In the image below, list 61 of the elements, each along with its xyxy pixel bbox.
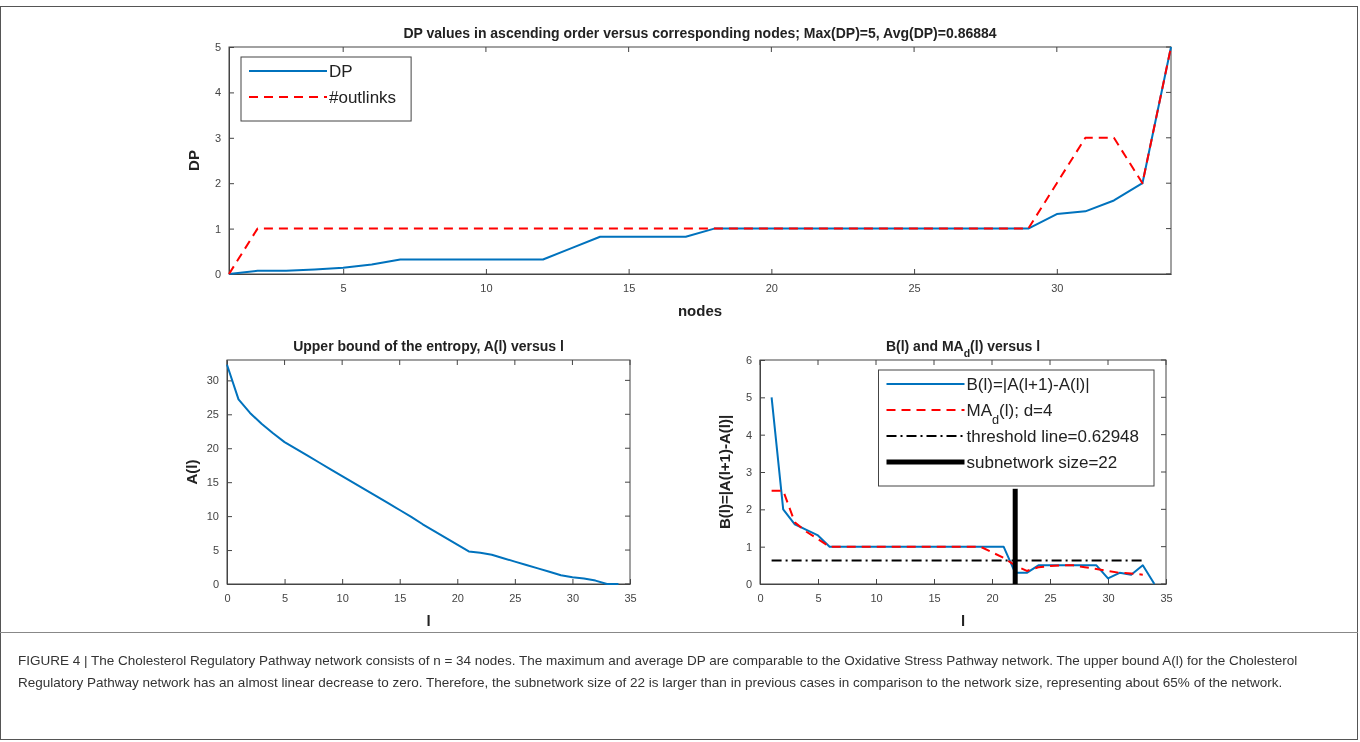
- x-tick-label: 20: [451, 591, 464, 604]
- y-tick-label: 20: [206, 442, 219, 455]
- x-tick-label: 20: [765, 281, 778, 294]
- x-tick-label: 10: [480, 281, 493, 294]
- y-tick-label: 15: [206, 476, 219, 489]
- y-tick-label: 1: [745, 540, 752, 553]
- x-tick-label: 30: [1051, 281, 1064, 294]
- y-tick-label: 3: [214, 131, 221, 144]
- y-tick-label: 6: [745, 354, 752, 367]
- y-tick-label: 5: [214, 41, 221, 54]
- x-tick-label: 5: [815, 591, 822, 604]
- chart-title: Upper bound of the entropy, A(l) versus l: [293, 338, 564, 354]
- caption: FIGURE 4 | The Cholesterol Regulatory Pathway network consists of n = 34 nodes. The maximum and average DP are comparable to the Oxidative Stress Pathway network. The upper bound A(l) for the Cholesterol Regulatory Pathway network has an almost linear decrease to zero. Therefore, the subnetwork size of 22 is larger than in previous cases in comparison to the network size, representing about 65% of the network.: [18, 652, 1299, 692]
- y-axis-title: B(l)=|A(l+1)-A(l)|: [716, 414, 733, 530]
- x-tick-label: 30: [1102, 591, 1115, 604]
- legend-label: #outlinks: [329, 88, 397, 107]
- x-tick-label: 0: [757, 591, 764, 604]
- y-tick-label: 5: [212, 544, 219, 557]
- x-tick-label: 30: [566, 591, 580, 604]
- x-tick-label: 5: [340, 281, 347, 294]
- y-tick-label: 2: [745, 503, 752, 516]
- x-tick-label: 15: [928, 591, 941, 604]
- x-tick-label: 25: [908, 281, 921, 294]
- legend-label: DP: [329, 62, 353, 81]
- legend-label: B(l)=|A(l+1)-A(l)|: [966, 375, 1090, 394]
- x-tick-label: 5: [282, 591, 289, 604]
- x-tick-label: 25: [509, 591, 522, 604]
- x-tick-label: 10: [336, 591, 349, 604]
- x-tick-label: 15: [394, 591, 407, 604]
- x-axis-title: l: [426, 612, 431, 629]
- x-tick-label: 35: [624, 591, 637, 604]
- y-tick-label: 0: [745, 578, 752, 591]
- x-tick-label: 0: [224, 591, 231, 604]
- line-series: [770, 396, 1156, 585]
- x-axis-title: nodes: [677, 302, 723, 319]
- y-tick-label: 0: [214, 268, 221, 281]
- y-tick-label: 3: [745, 466, 752, 479]
- x-tick-label: 10: [870, 591, 883, 604]
- legend-label: threshold line=0.62948: [966, 427, 1139, 446]
- line-series: [228, 46, 1172, 275]
- y-axis-title: A(l): [183, 459, 200, 485]
- x-tick-label: 15: [623, 281, 636, 294]
- y-tick-label: 1: [214, 222, 221, 235]
- x-tick-label: 20: [986, 591, 999, 604]
- legend-label: MA$_{d}$(l); d=4: [966, 401, 1053, 427]
- chart-title: B(l) and MA$_{d}$(l) versus l: [885, 338, 1041, 359]
- legend-label: subnetwork size=22: [966, 453, 1118, 472]
- x-tick-label: 25: [1044, 591, 1057, 604]
- y-tick-label: 4: [214, 86, 221, 99]
- y-tick-label: 5: [745, 391, 752, 404]
- y-axis-title: DP: [185, 150, 202, 171]
- x-tick-label: 35: [1160, 591, 1173, 604]
- y-tick-label: 10: [206, 510, 219, 523]
- x-axis-title: l: [960, 612, 966, 629]
- y-tick-label: 25: [206, 408, 219, 421]
- y-tick-label: 30: [206, 374, 219, 387]
- chart-title: DP values in ascending order versus corresponding nodes; Max(DP)=5, Avg(DP)=0.86884: [403, 25, 997, 41]
- y-tick-label: 2: [214, 177, 221, 190]
- y-tick-label: 4: [745, 428, 752, 441]
- y-tick-label: 0: [212, 578, 219, 591]
- line-series: [770, 489, 1144, 576]
